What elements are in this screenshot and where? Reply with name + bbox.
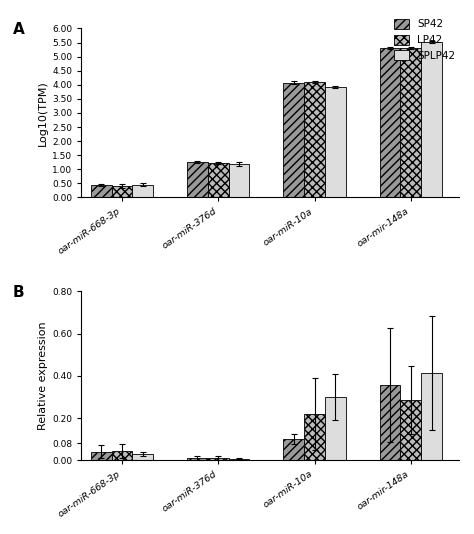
Bar bbox=[132, 454, 153, 460]
Bar bbox=[91, 185, 111, 198]
Bar bbox=[304, 414, 325, 460]
Bar bbox=[380, 386, 401, 460]
Bar bbox=[283, 83, 304, 198]
Bar bbox=[228, 164, 249, 198]
Bar bbox=[228, 459, 249, 460]
Y-axis label: Relative expression: Relative expression bbox=[38, 321, 48, 430]
Bar bbox=[304, 82, 325, 198]
Bar bbox=[208, 458, 228, 460]
Bar bbox=[421, 373, 442, 460]
Bar bbox=[111, 186, 132, 198]
Bar bbox=[401, 48, 421, 198]
Bar bbox=[380, 48, 401, 198]
Bar bbox=[421, 42, 442, 198]
Legend: SP42, LP42, SPLP42: SP42, LP42, SPLP42 bbox=[392, 17, 457, 63]
Text: A: A bbox=[13, 22, 25, 37]
Bar bbox=[401, 400, 421, 460]
Bar bbox=[325, 397, 346, 460]
Bar bbox=[187, 162, 208, 198]
Text: B: B bbox=[13, 285, 25, 300]
Bar bbox=[187, 458, 208, 460]
Bar bbox=[283, 439, 304, 460]
Bar bbox=[111, 451, 132, 460]
Bar bbox=[325, 87, 346, 198]
Bar bbox=[91, 452, 111, 460]
Bar bbox=[208, 163, 228, 198]
Bar bbox=[132, 185, 153, 198]
Y-axis label: Log10(TPM): Log10(TPM) bbox=[38, 80, 48, 146]
